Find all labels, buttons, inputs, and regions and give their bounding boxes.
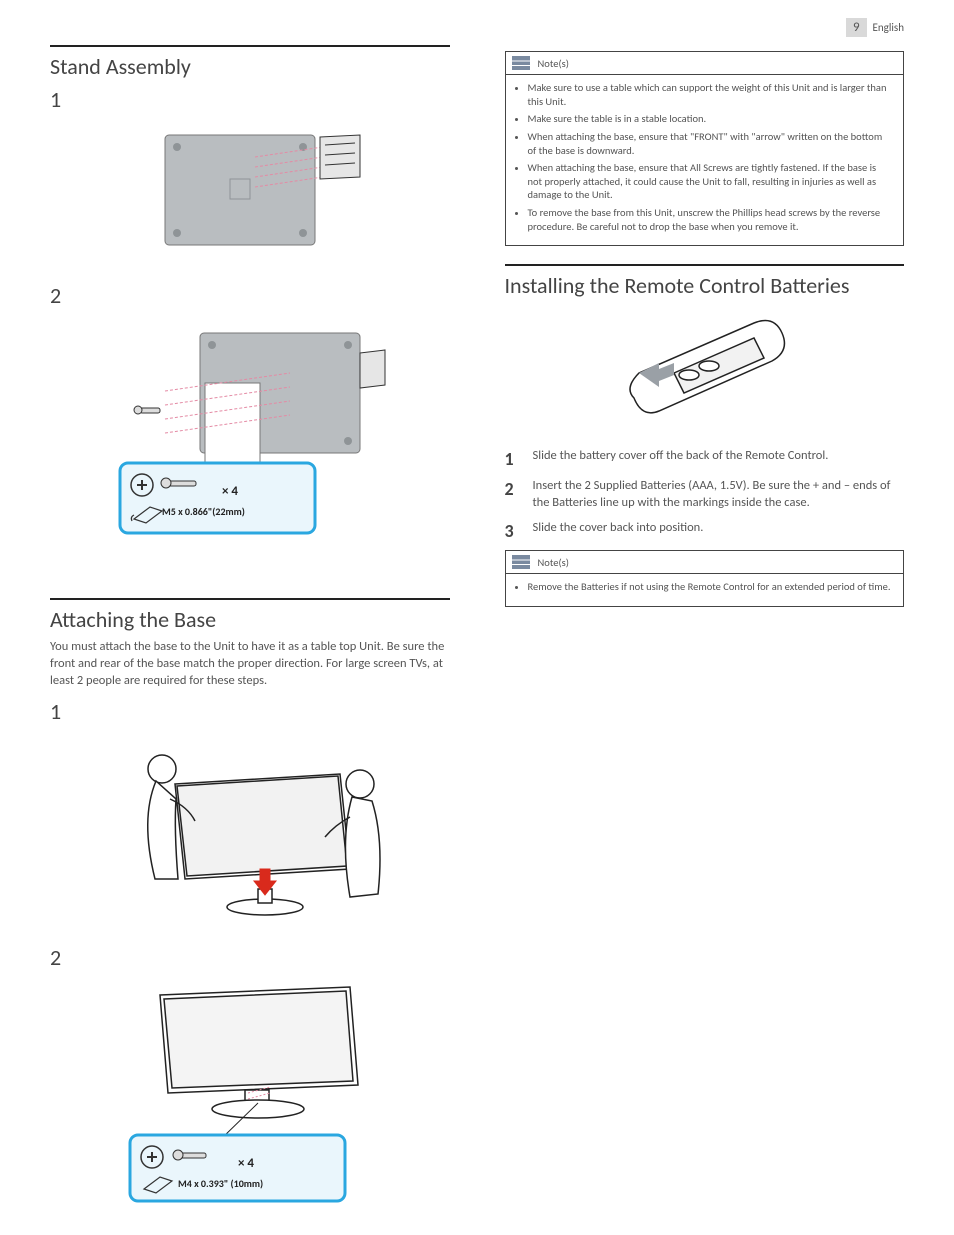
step-text: Slide the battery cover off the back of … bbox=[533, 448, 829, 470]
base-step-1-number: 1 bbox=[50, 698, 450, 725]
attaching-base-figure-2: × 4 M4 x 0.393" (10mm) bbox=[50, 975, 450, 1220]
notes-list-2: Remove the Batteries if not using the Re… bbox=[506, 574, 904, 606]
step-text: Slide the cover back into position. bbox=[533, 520, 704, 542]
section-rule-3 bbox=[505, 264, 905, 266]
page-header: 9 English bbox=[846, 18, 904, 37]
note-item: Make sure the table is in a stable locat… bbox=[528, 112, 894, 126]
page-number: 9 bbox=[846, 18, 867, 37]
remote-step-1: 1 Slide the battery cover off the back o… bbox=[505, 448, 905, 470]
notes-icon bbox=[512, 56, 530, 70]
stand-assembly-figure-2: × 4 M5 x 0.866"(22mm) bbox=[50, 313, 450, 568]
note-item: Remove the Batteries if not using the Re… bbox=[528, 580, 894, 594]
notes-icon bbox=[512, 555, 530, 569]
page-language: English bbox=[873, 21, 904, 34]
stand-step-1-number: 1 bbox=[50, 86, 450, 113]
left-column: Stand Assembly 1 bbox=[50, 45, 450, 1230]
remote-step-3: 3 Slide the cover back into position. bbox=[505, 520, 905, 542]
remote-steps: 1 Slide the battery cover off the back o… bbox=[505, 448, 905, 542]
base-screw-qty: × 4 bbox=[238, 1156, 254, 1171]
notes-label: Note(s) bbox=[538, 556, 569, 569]
right-column: Note(s) Make sure to use a table which c… bbox=[505, 45, 905, 1230]
attaching-base-figure-1 bbox=[50, 729, 450, 934]
notes-list-1: Make sure to use a table which can suppo… bbox=[506, 75, 904, 245]
notes-box-2: Note(s) Remove the Batteries if not usin… bbox=[505, 550, 905, 607]
attaching-base-title: Attaching the Base bbox=[50, 606, 450, 633]
stand-step-2-number: 2 bbox=[50, 282, 450, 309]
stand-screw-qty: × 4 bbox=[222, 484, 238, 499]
two-column-layout: Stand Assembly 1 bbox=[50, 45, 904, 1230]
base-step-2-number: 2 bbox=[50, 944, 450, 971]
step-number: 1 bbox=[505, 448, 519, 470]
attaching-base-intro: You must attach the base to the Unit to … bbox=[50, 639, 450, 690]
step-text: Insert the 2 Supplied Batteries (AAA, 1.… bbox=[533, 478, 905, 512]
remote-figure bbox=[505, 303, 905, 438]
note-item: When attaching the base, ensure that All… bbox=[528, 161, 894, 202]
notes-label: Note(s) bbox=[538, 57, 569, 70]
note-item: To remove the base from this Unit, unscr… bbox=[528, 206, 894, 233]
section-rule-2 bbox=[50, 598, 450, 600]
notes-box-1: Note(s) Make sure to use a table which c… bbox=[505, 51, 905, 246]
step-number: 2 bbox=[505, 478, 519, 512]
stand-screw-spec: M5 x 0.866"(22mm) bbox=[162, 505, 245, 518]
base-screw-spec: M4 x 0.393" (10mm) bbox=[178, 1177, 263, 1190]
remote-step-2: 2 Insert the 2 Supplied Batteries (AAA, … bbox=[505, 478, 905, 512]
stand-assembly-title: Stand Assembly bbox=[50, 53, 450, 80]
section-rule bbox=[50, 45, 450, 47]
stand-assembly-figure-1 bbox=[50, 117, 450, 272]
note-item: Make sure to use a table which can suppo… bbox=[528, 81, 894, 108]
remote-batteries-title: Installing the Remote Control Batteries bbox=[505, 272, 905, 299]
step-number: 3 bbox=[505, 520, 519, 542]
note-item: When attaching the base, ensure that "FR… bbox=[528, 130, 894, 157]
